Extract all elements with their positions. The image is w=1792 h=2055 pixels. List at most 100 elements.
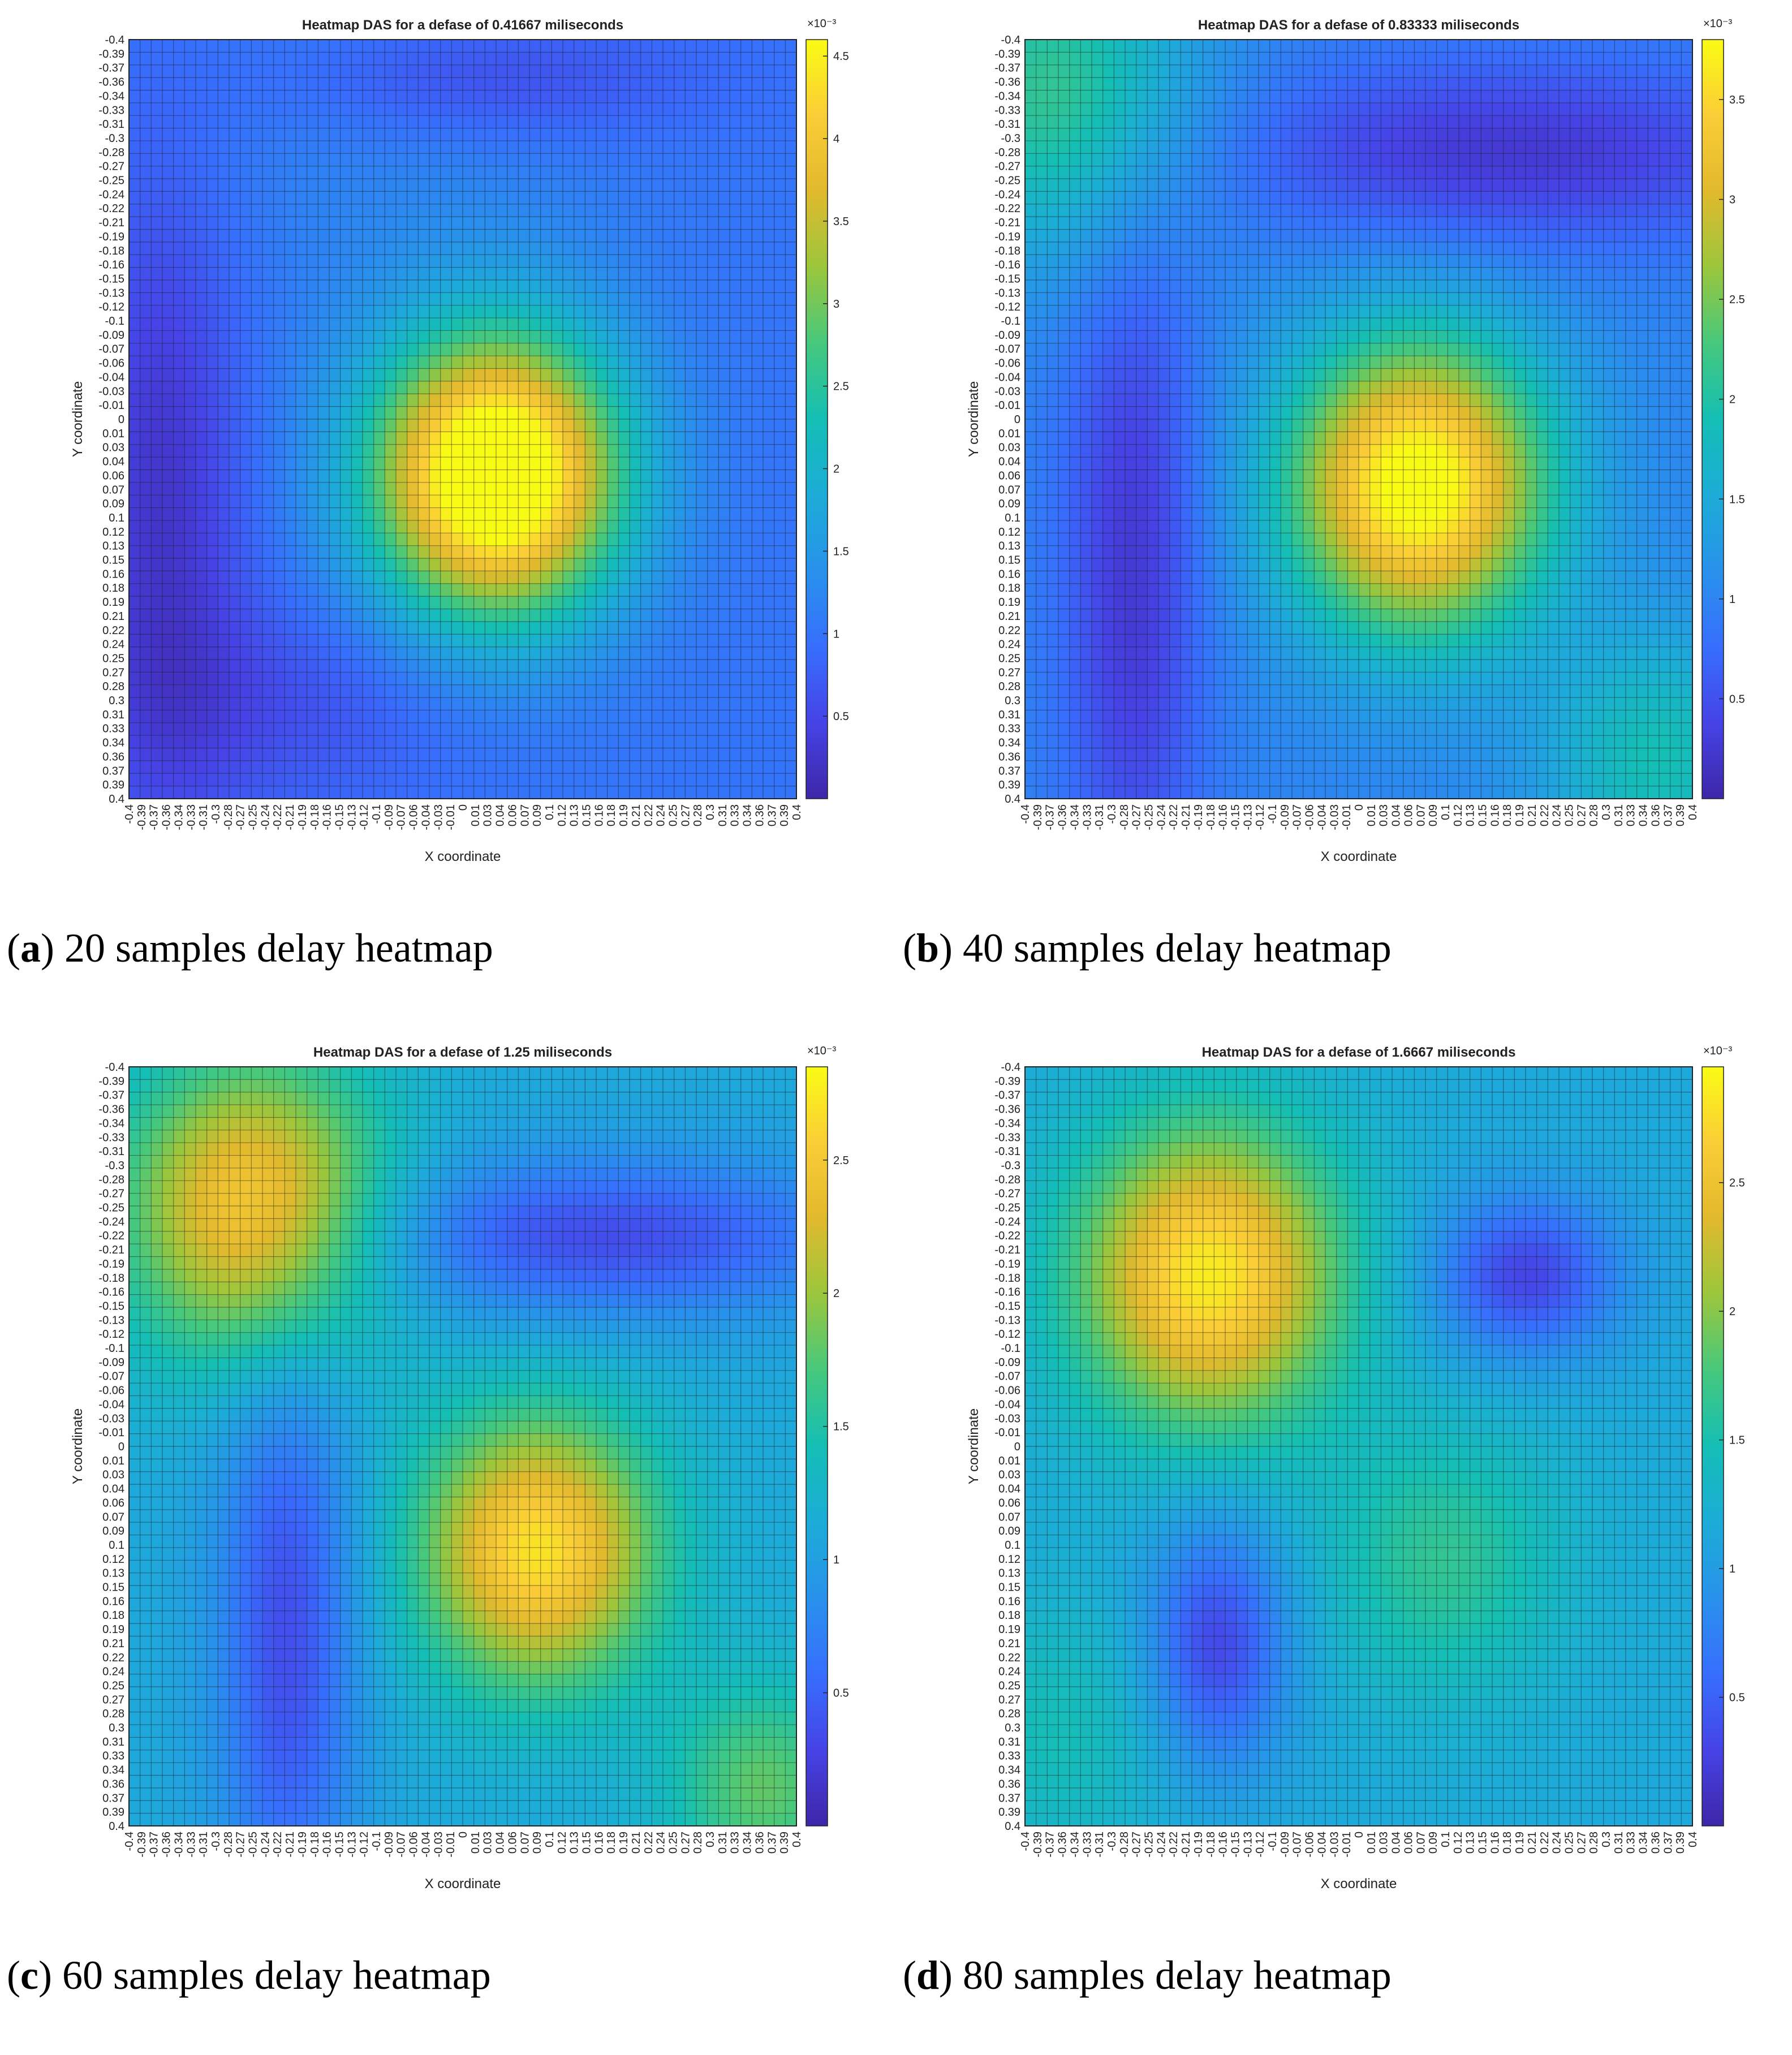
- heatmap-cell: [1092, 444, 1104, 458]
- heatmap-cell: [1025, 179, 1037, 192]
- heatmap-cell: [696, 469, 708, 483]
- heatmap-cell: [574, 330, 585, 344]
- heatmap-cell: [240, 40, 252, 53]
- heatmap-cell: [329, 545, 341, 559]
- heatmap-cell: [718, 153, 730, 167]
- heatmap-cell: [640, 267, 652, 281]
- heatmap-cell: [196, 255, 208, 268]
- heatmap-cell: [1025, 419, 1037, 432]
- heatmap-cell: [1080, 242, 1092, 255]
- heatmap-cell: [129, 773, 141, 787]
- heatmap-cell: [652, 659, 664, 673]
- heatmap-cell: [385, 381, 397, 394]
- heatmap-cell: [674, 773, 686, 787]
- heatmap-cell: [1102, 697, 1114, 711]
- heatmap-cell: [1102, 305, 1114, 318]
- heatmap-cell: [685, 533, 697, 546]
- heatmap-cell: [1069, 659, 1081, 673]
- heatmap-cell: [407, 507, 419, 521]
- heatmap-cell: [162, 482, 174, 496]
- heatmap-cell: [1080, 634, 1092, 648]
- heatmap-cell: [440, 318, 452, 331]
- heatmap-cell: [162, 659, 174, 673]
- heatmap-cell: [240, 596, 252, 610]
- heatmap-cell: [763, 406, 775, 420]
- heatmap-cell: [607, 368, 619, 382]
- heatmap-cell: [730, 583, 742, 597]
- heatmap-cell: [285, 596, 296, 610]
- heatmap-cell: [1025, 634, 1037, 648]
- heatmap-cell: [351, 786, 363, 799]
- heatmap-cell: [518, 40, 530, 53]
- heatmap-cell: [774, 609, 786, 622]
- heatmap-cell: [1203, 179, 1214, 192]
- heatmap-cell: [318, 672, 330, 686]
- heatmap-cell: [685, 153, 697, 167]
- heatmap-cell: [418, 520, 430, 533]
- heatmap-cell: [1080, 773, 1092, 787]
- heatmap-cell: [429, 406, 441, 420]
- heatmap-cell: [763, 697, 775, 711]
- heatmap-cell: [1047, 394, 1059, 407]
- heatmap-cell: [596, 760, 608, 774]
- heatmap-cell: [763, 786, 775, 799]
- heatmap-cell: [1025, 166, 1037, 179]
- heatmap-cell: [463, 520, 475, 533]
- heatmap-cell: [451, 343, 463, 356]
- heatmap-cell: [1125, 356, 1137, 369]
- heatmap-cell: [529, 710, 541, 723]
- x-tick-label: -0.33: [185, 804, 197, 830]
- y-tick-label: -0.36: [98, 76, 124, 89]
- heatmap-cell: [318, 140, 330, 154]
- heatmap-cell: [1114, 432, 1126, 445]
- heatmap-cell: [440, 507, 452, 521]
- heatmap-cell: [596, 684, 608, 698]
- heatmap-cell: [429, 684, 441, 698]
- heatmap-cell: [1192, 330, 1204, 344]
- heatmap-cell: [574, 647, 585, 660]
- heatmap-cell: [652, 609, 664, 622]
- heatmap-cell: [529, 469, 541, 483]
- heatmap-cell: [1058, 153, 1070, 167]
- heatmap-cell: [1181, 318, 1192, 331]
- heatmap-cell: [740, 356, 752, 369]
- heatmap-cell: [730, 507, 742, 521]
- heatmap-cell: [240, 469, 252, 483]
- heatmap-cell: [206, 786, 218, 799]
- heatmap-cell: [696, 659, 708, 673]
- heatmap-cell: [1214, 406, 1226, 420]
- heatmap-cell: [618, 115, 630, 129]
- heatmap-cell: [1036, 684, 1048, 698]
- heatmap-cell: [485, 444, 497, 458]
- heatmap-cell: [663, 533, 675, 546]
- heatmap-cell: [552, 558, 563, 571]
- x-tick-label: -0.03: [432, 804, 445, 830]
- heatmap-cell: [618, 368, 630, 382]
- heatmap-cell: [407, 482, 419, 496]
- heatmap-cell: [240, 647, 252, 660]
- heatmap-cell: [318, 64, 330, 78]
- heatmap-cell: [496, 520, 508, 533]
- heatmap-cell: [618, 634, 630, 648]
- heatmap-cell: [685, 735, 697, 749]
- heatmap-cell: [652, 179, 664, 192]
- x-tick-label: -0.16: [321, 804, 334, 830]
- heatmap-cell: [674, 64, 686, 78]
- heatmap-cell: [1125, 406, 1137, 420]
- heatmap-cell: [463, 748, 475, 761]
- heatmap-cell: [1125, 495, 1137, 509]
- heatmap-cell: [1025, 406, 1037, 420]
- heatmap-cell: [329, 786, 341, 799]
- heatmap-cell: [162, 115, 174, 129]
- heatmap-cell: [262, 457, 274, 471]
- heatmap-cell: [630, 242, 641, 255]
- heatmap-cell: [1036, 596, 1048, 610]
- heatmap-cell: [373, 90, 385, 104]
- heatmap-cell: [652, 773, 664, 787]
- y-axis-label: Y coordinate: [70, 381, 85, 457]
- heatmap-cell: [329, 242, 341, 255]
- heatmap-cell: [552, 77, 563, 91]
- heatmap-cell: [173, 343, 185, 356]
- heatmap-cell: [1136, 482, 1148, 496]
- heatmap-cell: [1136, 394, 1148, 407]
